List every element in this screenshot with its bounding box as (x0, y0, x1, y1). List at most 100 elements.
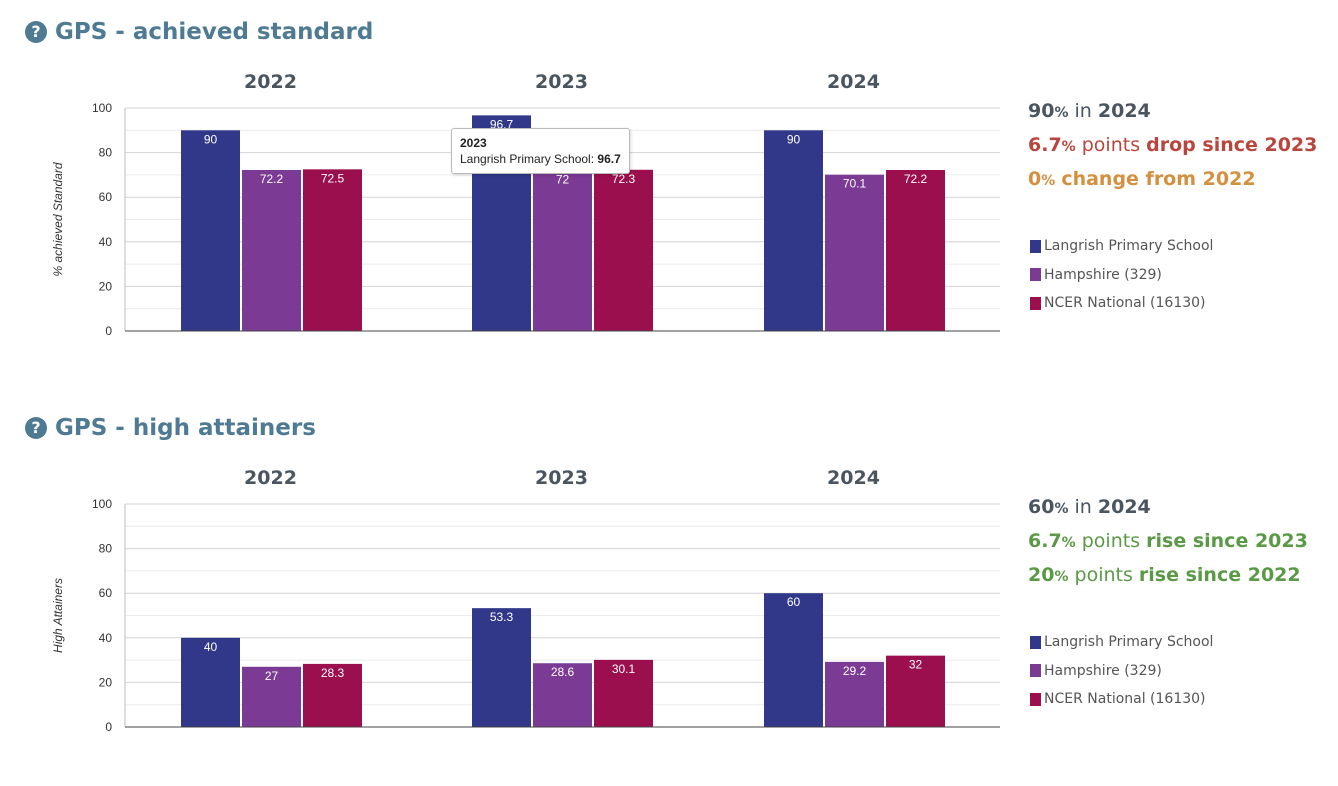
legend-swatch (1030, 296, 1041, 310)
bar-value-label: 96.7 (490, 117, 514, 131)
section-title: ? GPS - high attainers (25, 412, 316, 444)
summary-unit: % (1061, 535, 1076, 551)
summary-text: in (1068, 100, 1098, 122)
y-tick-label: 60 (99, 190, 113, 204)
y-tick-label: 20 (99, 675, 113, 689)
bar[interactable] (886, 169, 945, 331)
bar-value-label: 28.6 (551, 665, 575, 679)
bar-value-label: 72 (556, 172, 570, 186)
bar[interactable] (242, 666, 301, 727)
summary-value: 20 (1028, 564, 1055, 586)
category-label: 2024 (827, 71, 880, 93)
summary-line-current: 60% in 2024 (1028, 491, 1333, 525)
summary-unit: % (1054, 105, 1069, 121)
summary-unit: % (1054, 501, 1069, 517)
summary-strong: rise since 2022 (1138, 564, 1301, 586)
legend-item-school[interactable]: Langrish Primary School (1030, 232, 1213, 261)
bar-value-label: 29.2 (843, 664, 867, 678)
tooltip-value: 96.7 (597, 152, 621, 166)
bar[interactable] (533, 170, 592, 331)
legend-label: Hampshire (329) (1044, 662, 1162, 679)
section-title: ? GPS - achieved standard (25, 16, 373, 48)
y-tick-label: 100 (92, 497, 112, 511)
bar[interactable] (242, 169, 301, 331)
y-tick-label: 60 (99, 586, 113, 600)
legend-swatch (1030, 268, 1041, 282)
section-title-text: GPS - high attainers (55, 415, 316, 441)
y-tick-label: 20 (99, 279, 113, 293)
summary-value: 6.7 (1028, 530, 1062, 552)
bar[interactable] (886, 655, 945, 727)
summary-value: 60 (1028, 496, 1055, 518)
bar[interactable] (594, 169, 653, 331)
question-circle-icon[interactable]: ? (25, 417, 47, 439)
bar[interactable] (533, 663, 592, 727)
summary-text: points (1068, 564, 1139, 586)
category-label: 2023 (535, 71, 588, 93)
y-tick-label: 40 (99, 235, 113, 249)
legend-swatch (1030, 239, 1041, 253)
chart-legend: Langrish Primary School Hampshire (329) … (1030, 232, 1213, 318)
bar[interactable] (594, 659, 653, 727)
bar-value-label: 32 (909, 658, 923, 672)
bar[interactable] (303, 169, 362, 331)
summary-value: 6.7 (1028, 134, 1062, 156)
legend-item-national[interactable]: NCER National (16130) (1030, 289, 1213, 318)
legend-label: Hampshire (329) (1044, 266, 1162, 283)
bar[interactable] (181, 637, 240, 727)
summary-unit: % (1041, 173, 1056, 189)
legend-item-school[interactable]: Langrish Primary School (1030, 628, 1213, 657)
summary-strong: 2024 (1097, 100, 1151, 122)
high-attainers-chart: 0 20 40 60 80 100 High Attainers 2022 2023 2024 40… (51, 467, 1000, 734)
legend-swatch (1030, 664, 1041, 678)
y-tick-label: 80 (99, 542, 113, 556)
bar-value-label: 90 (204, 132, 218, 146)
summary-strong: rise since 2023 (1146, 530, 1308, 552)
summary-strong: 2024 (1097, 496, 1151, 518)
bar[interactable] (764, 593, 823, 727)
summary-value: 0 (1028, 168, 1042, 190)
chart-tooltip: 2023 Langrish Primary School: 96.7 (451, 128, 630, 174)
category-label: 2022 (244, 71, 297, 93)
category-label: 2023 (535, 467, 588, 489)
bar[interactable] (472, 608, 531, 727)
question-circle-icon[interactable]: ? (25, 21, 47, 43)
bar-value-label: 40 (204, 640, 218, 654)
tooltip-label: Langrish Primary School: (460, 152, 598, 166)
y-tick-label: 0 (105, 720, 112, 734)
y-tick-label: 80 (99, 146, 113, 160)
y-axis-label: High Attainers (51, 578, 65, 653)
bar-value-label: 72.3 (612, 172, 636, 186)
legend-item-hampshire[interactable]: Hampshire (329) (1030, 261, 1213, 290)
y-tick-label: 100 (92, 101, 112, 115)
y-axis-label: % achieved Standard (51, 162, 65, 276)
section-title-text: GPS - achieved standard (55, 19, 374, 45)
bar-value-label: 72.5 (321, 171, 345, 185)
summary-text: points (1075, 134, 1147, 156)
legend-label: NCER National (16130) (1044, 295, 1206, 312)
bar[interactable] (181, 130, 240, 331)
high-attainers-section: ? GPS - high attainers 0 20 40 60 80 100 High … (0, 396, 1338, 786)
bar-value-label: 70.1 (843, 177, 867, 191)
bar[interactable] (764, 130, 823, 331)
legend-swatch (1030, 635, 1041, 649)
category-label: 2022 (244, 467, 297, 489)
bar-value-label: 90 (787, 132, 801, 146)
summary-line-current: 90% in 2024 (1028, 95, 1333, 129)
legend-item-national[interactable]: NCER National (16130) (1030, 685, 1213, 714)
summary-line-two-years: 20% points rise since 2022 (1028, 559, 1333, 593)
summary-line-prev-year: 6.7% points drop since 2023 (1028, 129, 1333, 163)
bar-value-label: 27 (265, 669, 279, 683)
bar[interactable] (825, 174, 884, 331)
summary-value: 90 (1028, 100, 1055, 122)
legend-item-hampshire[interactable]: Hampshire (329) (1030, 657, 1213, 686)
chart-legend: Langrish Primary School Hampshire (329) … (1030, 628, 1213, 714)
bar-value-label: 60 (787, 595, 801, 609)
summary-text: points (1075, 530, 1147, 552)
legend-label: Langrish Primary School (1044, 634, 1214, 651)
bar[interactable] (303, 663, 362, 727)
bar[interactable] (825, 661, 884, 727)
y-tick-label: 0 (105, 324, 112, 338)
summary-panel: 60% in 2024 6.7% points rise since 2023 … (1028, 491, 1333, 593)
legend-swatch (1030, 692, 1041, 706)
